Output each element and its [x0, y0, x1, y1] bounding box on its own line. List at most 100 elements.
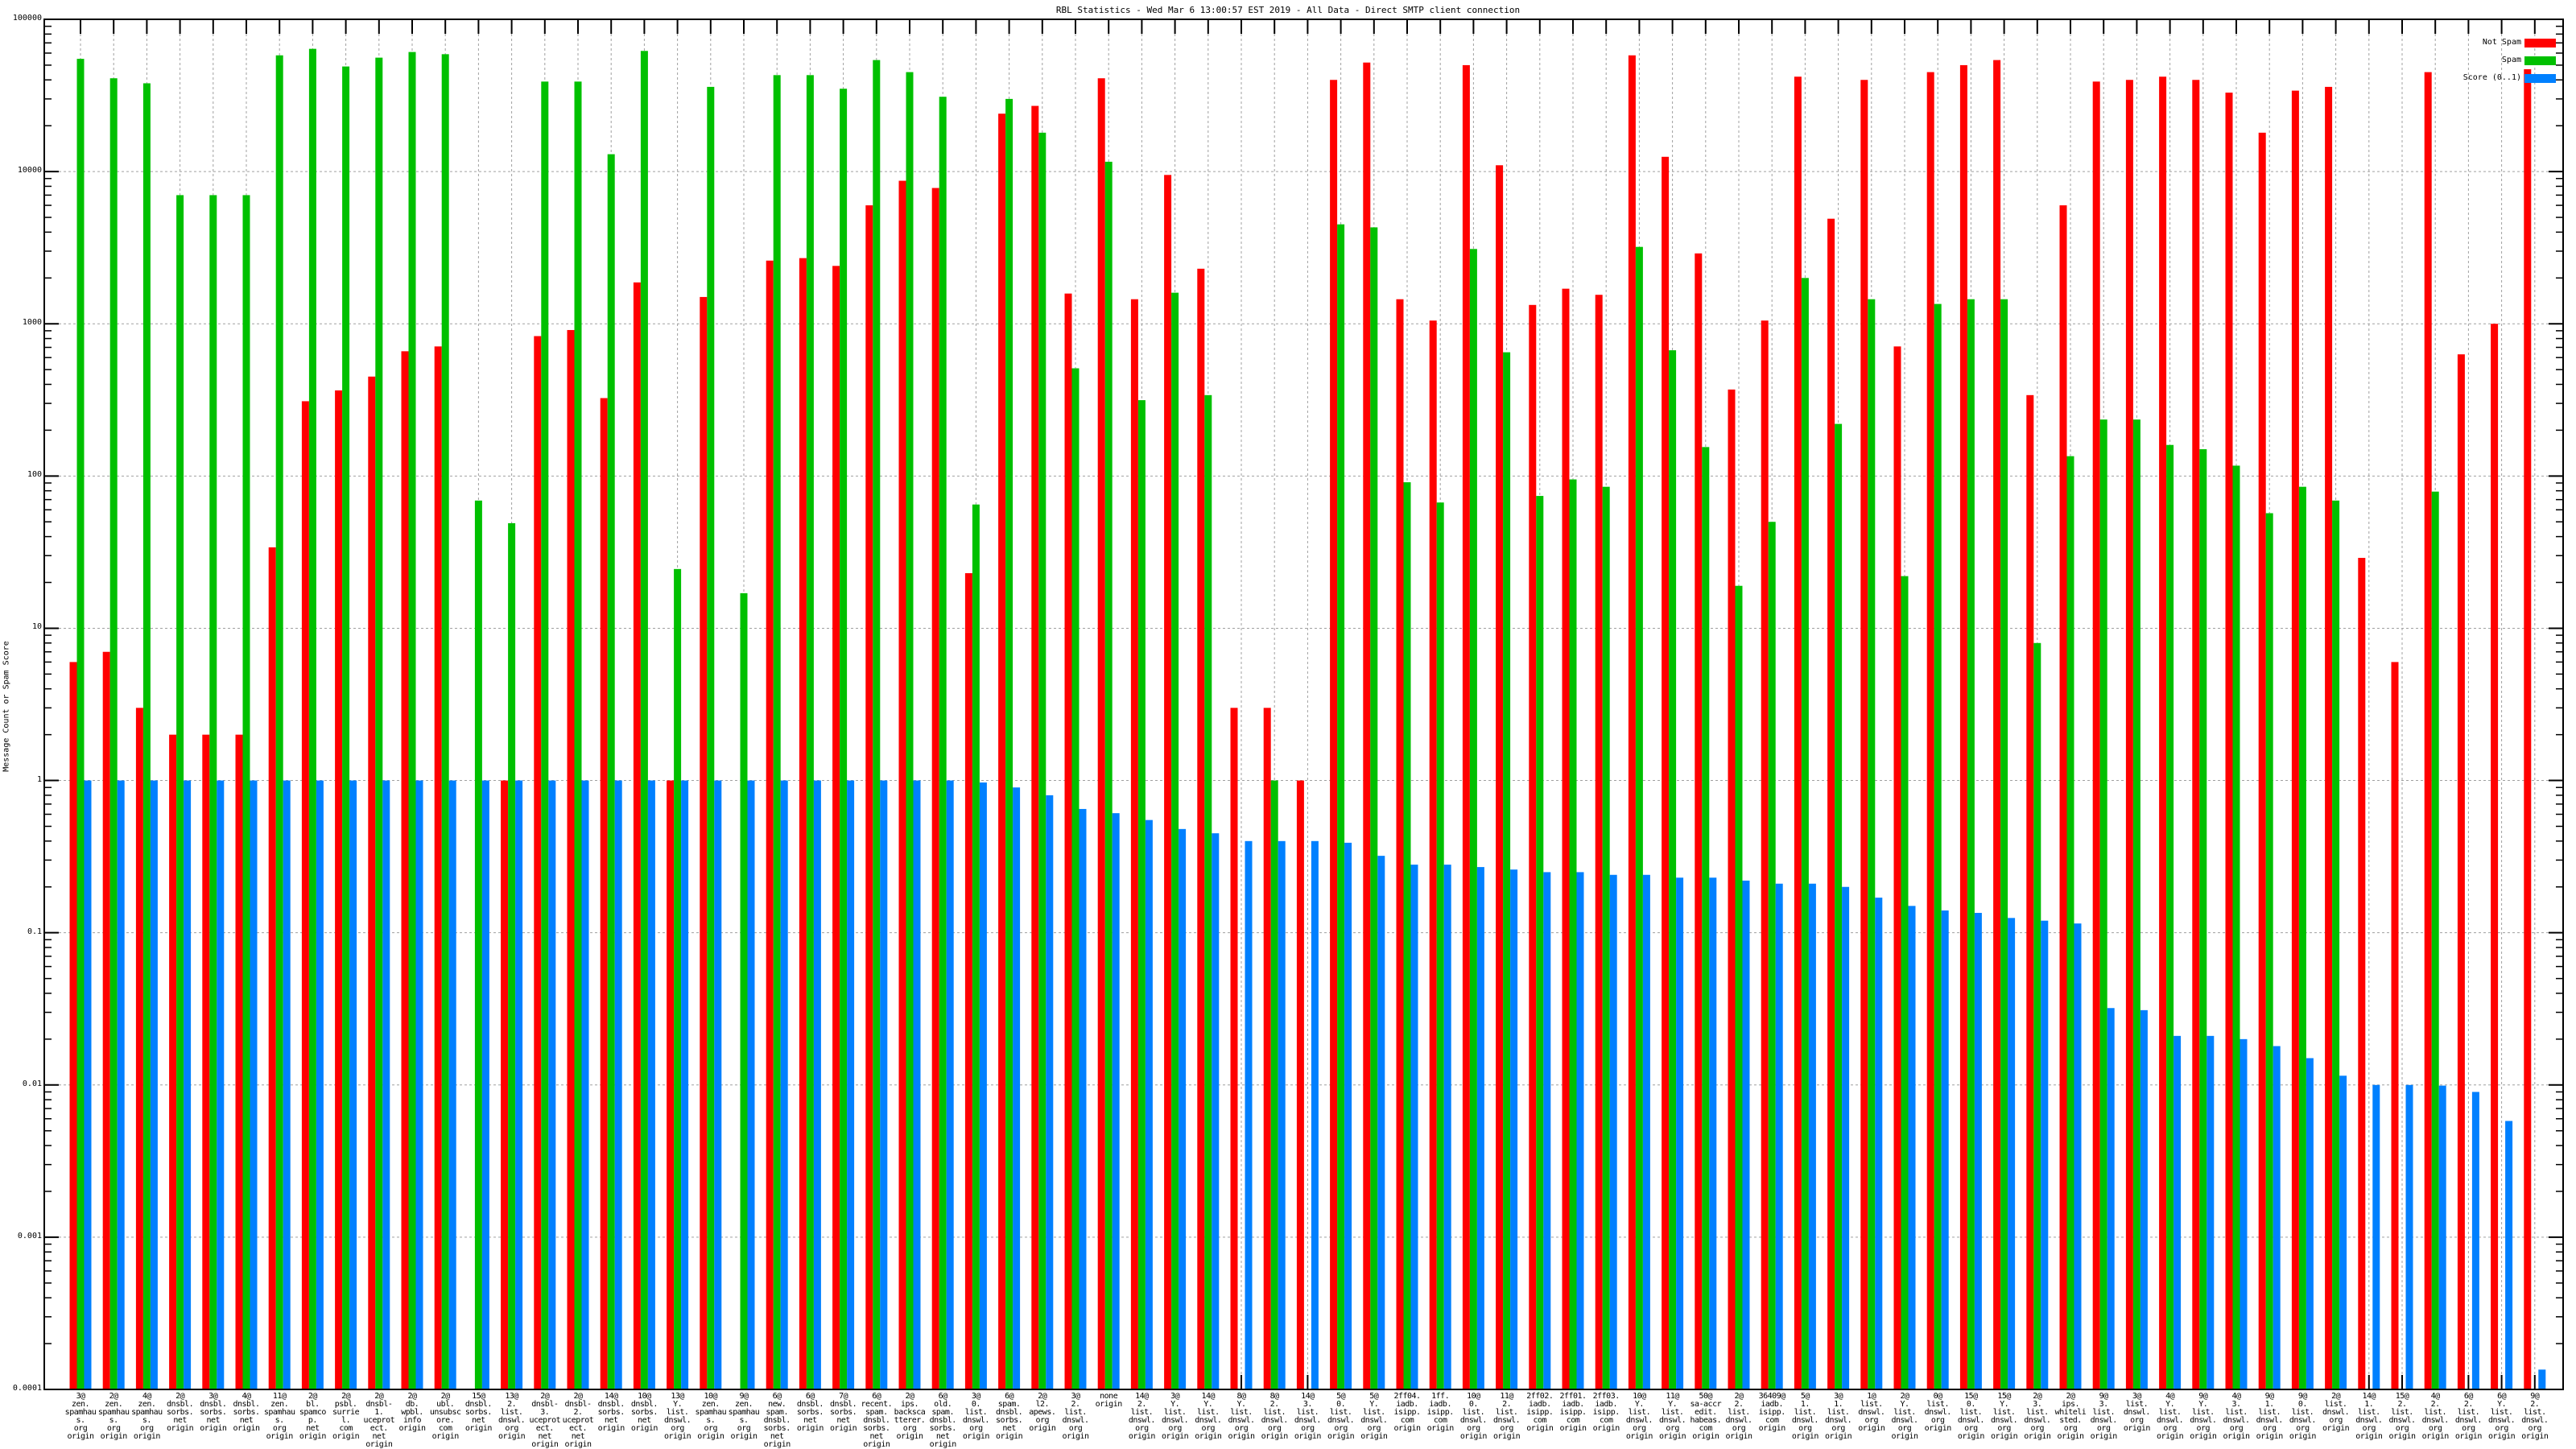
x-tick-label: 14@ dnsbl. sorbs. net origin — [597, 1392, 625, 1433]
x-tick-label: 4@ zen. spamhaus. org origin — [131, 1392, 163, 1441]
bar-score — [2008, 918, 2016, 1389]
bar-score — [2207, 1035, 2215, 1389]
bar-spam — [242, 195, 250, 1390]
bar-spam — [308, 48, 316, 1389]
x-tick-label: 2@ dnsbl-1. uceprotect. net origin — [363, 1392, 395, 1449]
bar-score — [382, 780, 390, 1389]
bar-score — [813, 780, 821, 1389]
bar-spam — [972, 504, 980, 1389]
bar-spam — [906, 72, 914, 1389]
x-tick-label: 6@ dnsbl. sorbs. net origin — [796, 1392, 824, 1433]
bar-not-spam — [1031, 105, 1039, 1390]
bar-spam — [1403, 482, 1411, 1389]
bar-not-spam — [1429, 320, 1437, 1389]
x-tick-label: 4@ 3. list. dnswl. org origin — [2223, 1392, 2250, 1441]
bar-score — [581, 780, 589, 1389]
bar-score — [2140, 1009, 2148, 1389]
bar-spam — [176, 195, 184, 1390]
bar-spam — [441, 54, 449, 1389]
bar-not-spam — [2159, 76, 2167, 1389]
bar-score — [2339, 1075, 2347, 1389]
bar-spam — [408, 52, 416, 1389]
x-tick-label: 9@ 3. list. dnswl. org origin — [2090, 1392, 2118, 1441]
bar-not-spam — [1827, 218, 1835, 1389]
bar-spam — [1669, 350, 1677, 1389]
x-tick-label: 0@ list. dnswl. org origin — [1924, 1392, 1952, 1433]
bar-not-spam — [335, 390, 343, 1389]
bar-score — [1476, 867, 1484, 1389]
x-tick-label: 15@ Y. list. dnswl. org origin — [1991, 1392, 2018, 1441]
bar-spam — [1503, 352, 1511, 1389]
legend-swatch — [2524, 56, 2556, 65]
bar-score — [2240, 1038, 2248, 1389]
bar-score — [2372, 1084, 2380, 1389]
bar-score — [150, 780, 158, 1389]
bar-score — [1013, 787, 1021, 1389]
bar-score — [1676, 877, 1684, 1389]
x-tick-label: 10@ Y. list. dnswl. org origin — [1625, 1392, 1653, 1441]
x-tick-label: 13@ Y. list. dnswl. org origin — [664, 1392, 691, 1441]
bar-spam — [342, 66, 350, 1389]
x-tick-label: 3@ zen. spamhaus. org origin — [64, 1392, 97, 1441]
bar-score — [1410, 865, 1418, 1389]
x-tick-label: 6@ new. spam. dnsbl. sorbs. net origin — [763, 1392, 791, 1449]
bar-spam — [607, 154, 615, 1390]
bar-not-spam — [1761, 320, 1769, 1389]
x-tick-label: 14@ 2. list. dnswl. org origin — [1128, 1392, 1156, 1441]
x-tick-label: 50@ sa-accredit. habeas. com origin — [1690, 1392, 1722, 1441]
bar-spam — [1104, 161, 1113, 1389]
x-tick-label: 2@ l2. apews. org origin — [1029, 1392, 1056, 1433]
bar-spam — [2199, 449, 2207, 1390]
bar-spam — [1868, 299, 1876, 1389]
bar-score — [2505, 1121, 2513, 1389]
bar-score — [979, 782, 987, 1389]
bar-not-spam — [2424, 72, 2432, 1389]
bar-score — [250, 780, 258, 1389]
y-tick-label: 100 — [27, 470, 42, 480]
bar-not-spam — [799, 258, 807, 1390]
bar-score — [184, 780, 192, 1389]
bar-spam — [2000, 299, 2008, 1389]
bar-not-spam — [1230, 708, 1238, 1389]
x-tick-label: 2@ ips. whitelisted. org origin — [2054, 1392, 2087, 1441]
x-tick-label: 5@ Y. list. dnswl. org origin — [1360, 1392, 1388, 1441]
bar-spam — [806, 75, 814, 1389]
bar-score — [1311, 840, 1319, 1389]
bar-not-spam — [1197, 268, 1205, 1390]
y-tick-label: 100000 — [12, 14, 42, 23]
bar-spam — [1370, 227, 1378, 1390]
bar-spam — [574, 81, 582, 1389]
bar-spam — [541, 81, 549, 1389]
legend-swatch — [2524, 74, 2556, 83]
x-tick-label: 3@ 1. list. dnswl. org origin — [1825, 1392, 1852, 1441]
bar-not-spam — [2391, 662, 2399, 1389]
bar-not-spam — [1164, 175, 1172, 1389]
bar-not-spam — [2325, 86, 2333, 1390]
y-tick-label: 10 — [31, 622, 42, 632]
x-tick-label: 9@ zen. spamhaus. org origin — [728, 1392, 760, 1441]
plot-frame — [43, 19, 2564, 1390]
x-tick-label: 3@ Y. list. dnswl. org origin — [1162, 1392, 1189, 1441]
bar-not-spam — [700, 296, 708, 1390]
x-tick-label: 9@ 1. list. dnswl. org origin — [2256, 1392, 2284, 1441]
bar-not-spam — [1893, 346, 1901, 1389]
bar-spam — [2166, 444, 2174, 1390]
x-tick-label: 14@ 3. list. dnswl. org origin — [1294, 1392, 1322, 1441]
bar-score — [1112, 813, 1120, 1389]
bar-not-spam — [1662, 156, 1670, 1390]
y-tick-label: 0.0001 — [12, 1384, 42, 1393]
bar-score — [1576, 872, 1584, 1389]
bar-not-spam — [1263, 708, 1271, 1389]
bar-not-spam — [1993, 60, 2001, 1390]
legend-label: Not Spam — [2482, 38, 2521, 47]
bar-spam — [1038, 132, 1046, 1390]
x-tick-label: 11@ 2. list. dnswl. org origin — [1493, 1392, 1521, 1441]
bar-spam — [2099, 419, 2107, 1389]
bar-score — [1908, 906, 1916, 1389]
x-tick-label: 6@ old. spam. dnsbl. sorbs. net origin — [929, 1392, 957, 1449]
bar-not-spam — [766, 260, 774, 1390]
x-tick-label: 10@ dnsbl. sorbs. net origin — [630, 1392, 658, 1433]
bar-score — [481, 780, 489, 1389]
bar-score — [2107, 1008, 2115, 1389]
bar-not-spam — [2358, 557, 2366, 1390]
